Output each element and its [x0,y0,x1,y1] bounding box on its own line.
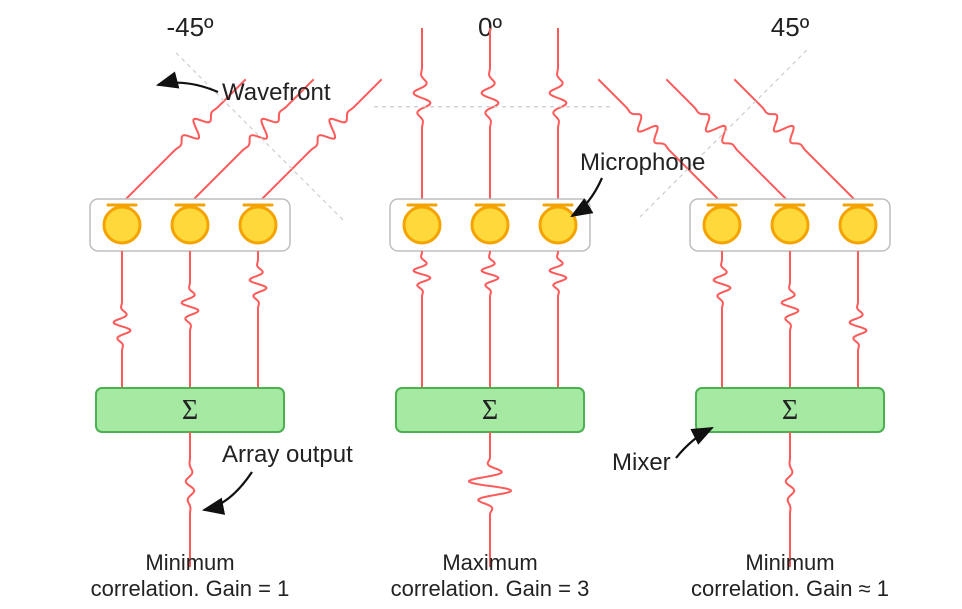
caption-line-1: Minimum [145,550,234,575]
sigma-label: Σ [782,395,798,426]
caption-line-2: correlation. Gain ≈ 1 [691,576,889,601]
callout-arrow [158,83,218,92]
mic-output-wave [414,251,431,392]
microphone-icon [472,207,508,243]
beamforming-diagram: -45ºΣMinimumcorrelation. Gain = 10ºΣMaxi… [0,0,962,609]
mic-output-wave [850,251,867,392]
mic-output-wave [114,251,131,392]
sigma-label: Σ [482,395,498,426]
angle-label: 45º [771,12,810,42]
incoming-wave [598,79,722,203]
incoming-wave [482,28,499,203]
caption-line-1: Maximum [442,550,537,575]
microphone-icon [840,207,876,243]
mixer-callout-label: Mixer [612,449,671,476]
mic-output-wave [250,251,267,392]
mic-output-wave [482,251,499,392]
incoming-wave [550,28,567,203]
microphone-icon [540,207,576,243]
wavefront-callout-label: Wavefront [222,79,331,106]
incoming-wave [414,28,431,203]
callout-arrow [204,472,252,510]
microphone-icon [240,207,276,243]
array-output-wave [186,432,194,567]
panel: 45º Σ Minimumcorrelation. Gain ≈ 1 [598,12,890,601]
microphone-icon [104,207,140,243]
mic-output-wave [714,251,731,392]
incoming-wave [666,79,790,203]
array-output-wave [469,432,511,567]
microphone-callout-label: Microphone [580,149,705,176]
array-output-callout-label: Array output [222,441,353,468]
array-output-wave [786,432,794,567]
angle-label: -45º [166,12,214,42]
mic-output-wave [782,251,799,392]
sigma-label: Σ [182,395,198,426]
microphone-icon [404,207,440,243]
caption-line-2: correlation. Gain = 1 [91,576,290,601]
microphone-icon [704,207,740,243]
panel: 0ºΣMaximumcorrelation. Gain = 3 [370,12,610,601]
caption-line-2: correlation. Gain = 3 [391,576,590,601]
mic-output-wave [550,251,567,392]
microphone-icon [172,207,208,243]
incoming-wave [734,79,858,203]
mic-output-wave [182,251,199,392]
microphone-icon [772,207,808,243]
caption-line-1: Minimum [745,550,834,575]
